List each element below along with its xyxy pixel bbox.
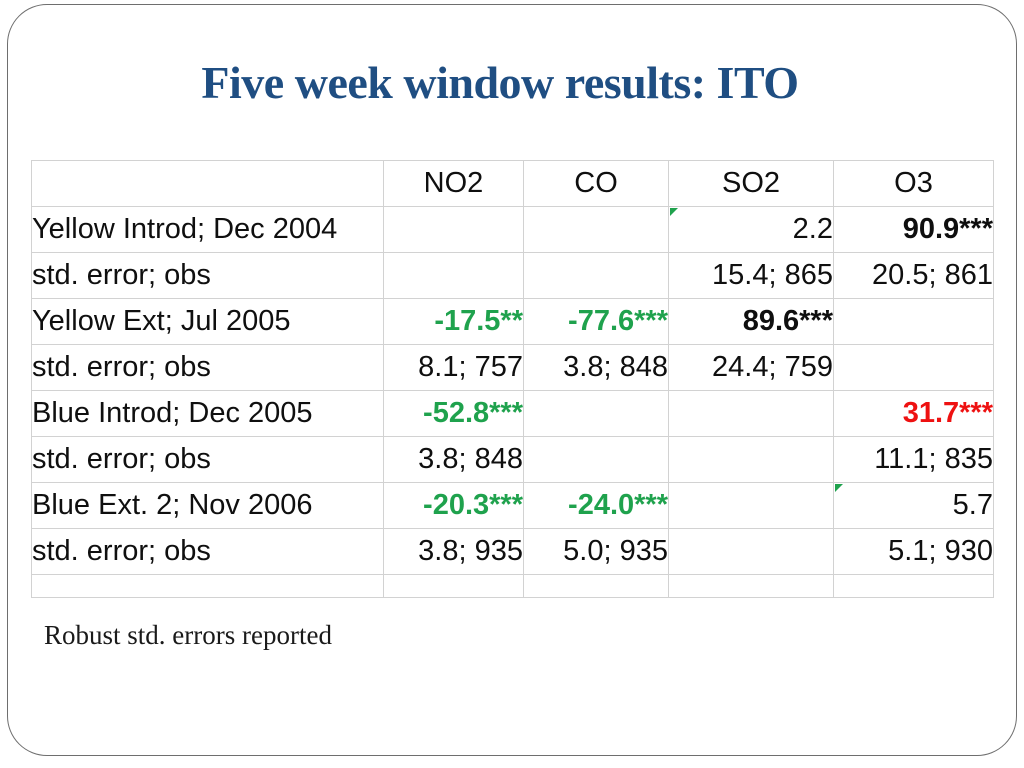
table-cell: -17.5** <box>383 298 524 345</box>
table-cell <box>523 252 669 299</box>
table-cell: 5.7 <box>833 482 994 529</box>
table-cell: -77.6*** <box>523 298 669 345</box>
table-cell: 2.2 <box>668 206 834 253</box>
cell-value: 15.4; 865 <box>712 259 833 291</box>
results-table-container: NO2 CO SO2 O3 Yellow Introd; Dec 2004 2.2 90.9… <box>31 160 994 598</box>
row-label: std. error; obs <box>31 252 384 299</box>
cell-value: 90.9*** <box>902 213 993 245</box>
footnote: Robust std. errors reported <box>44 620 332 650</box>
cell-value: 89.6*** <box>742 305 833 337</box>
cell-value: -20.3*** <box>423 489 523 521</box>
table-cell: -20.3*** <box>383 482 524 529</box>
table-cell: 3.8; 935 <box>383 528 524 575</box>
table-cell <box>383 206 524 253</box>
cell-value: -24.0*** <box>568 489 668 521</box>
slide-border <box>7 4 1017 756</box>
slide-title: Five week window results: ITO <box>201 57 799 108</box>
table-row: Blue Introd; Dec 2005 -52.8*** 31.7*** <box>31 390 994 437</box>
table-cell <box>668 390 834 437</box>
table-cell: 31.7*** <box>833 390 994 437</box>
table-cell <box>833 344 994 391</box>
row-label: std. error; obs <box>31 436 384 483</box>
header-row: NO2 CO SO2 O3 <box>31 160 994 207</box>
cell-value: 8.1; 757 <box>418 351 523 383</box>
row-label: std. error; obs <box>31 528 384 575</box>
cell-flag-icon <box>670 208 678 216</box>
table-cell <box>383 574 524 598</box>
table-row: std. error; obs 3.8; 848 11.1; 835 <box>31 436 994 483</box>
table-cell: -24.0*** <box>523 482 669 529</box>
row-label <box>31 574 384 598</box>
table-cell <box>523 574 669 598</box>
table-cell: 3.8; 848 <box>383 436 524 483</box>
table-cell <box>668 436 834 483</box>
row-label: Blue Ext. 2; Nov 2006 <box>31 482 384 529</box>
table-row: Yellow Ext; Jul 2005 -17.5** -77.6*** 89.6*… <box>31 298 994 345</box>
cell-value: -52.8*** <box>423 397 523 429</box>
cell-value: 20.5; 861 <box>872 259 993 291</box>
results-table: NO2 CO SO2 O3 Yellow Introd; Dec 2004 2.2 90.9… <box>31 160 994 598</box>
cell-value: 5.0; 935 <box>563 535 668 567</box>
table-cell: 5.1; 930 <box>833 528 994 575</box>
cell-flag-icon <box>835 484 843 492</box>
cell-value: 11.1; 835 <box>874 443 993 475</box>
table-cell <box>833 574 994 598</box>
table-cell: 20.5; 861 <box>833 252 994 299</box>
column-header: O3 <box>833 160 994 207</box>
row-label: std. error; obs <box>31 344 384 391</box>
cell-value: 5.1; 930 <box>888 535 993 567</box>
table-row: Blue Ext. 2; Nov 2006 -20.3*** -24.0*** 5.7 <box>31 482 994 529</box>
cell-value: 3.8; 848 <box>418 443 523 475</box>
table-row: std. error; obs 8.1; 757 3.8; 848 24.4; 759 <box>31 344 994 391</box>
table-row: Yellow Introd; Dec 2004 2.2 90.9*** <box>31 206 994 253</box>
table-cell <box>523 436 669 483</box>
cell-value: 5.7 <box>952 489 993 521</box>
table-cell: 8.1; 757 <box>383 344 524 391</box>
table-cell <box>668 528 834 575</box>
table-row: std. error; obs 15.4; 865 20.5; 861 <box>31 252 994 299</box>
table-row <box>31 574 994 598</box>
table-cell <box>668 482 834 529</box>
table-cell: 89.6*** <box>668 298 834 345</box>
column-header: CO <box>523 160 669 207</box>
table-row: std. error; obs 3.8; 935 5.0; 935 5.1; 930 <box>31 528 994 575</box>
cell-value: 2.2 <box>792 213 833 245</box>
cell-value: 24.4; 759 <box>712 351 833 383</box>
table-cell <box>668 574 834 598</box>
row-label: Yellow Ext; Jul 2005 <box>31 298 384 345</box>
cell-value: -77.6*** <box>568 305 668 337</box>
table-cell: 5.0; 935 <box>523 528 669 575</box>
cell-value: 31.7*** <box>902 397 993 429</box>
table-cell <box>833 298 994 345</box>
table-cell <box>383 252 524 299</box>
table-cell <box>523 206 669 253</box>
cell-value: -17.5** <box>434 305 523 337</box>
row-label: Blue Introd; Dec 2005 <box>31 390 384 437</box>
row-label: Yellow Introd; Dec 2004 <box>31 206 384 253</box>
row-label-header <box>31 160 384 207</box>
results-table-body: NO2 CO SO2 O3 Yellow Introd; Dec 2004 2.2 90.9… <box>31 160 994 598</box>
table-cell: 3.8; 848 <box>523 344 669 391</box>
table-cell: 11.1; 835 <box>833 436 994 483</box>
table-cell: 15.4; 865 <box>668 252 834 299</box>
table-cell: 24.4; 759 <box>668 344 834 391</box>
table-cell <box>523 390 669 437</box>
table-cell: -52.8*** <box>383 390 524 437</box>
column-header: NO2 <box>383 160 524 207</box>
table-cell: 90.9*** <box>833 206 994 253</box>
cell-value: 3.8; 935 <box>418 535 523 567</box>
cell-value: 3.8; 848 <box>563 351 668 383</box>
column-header: SO2 <box>668 160 834 207</box>
